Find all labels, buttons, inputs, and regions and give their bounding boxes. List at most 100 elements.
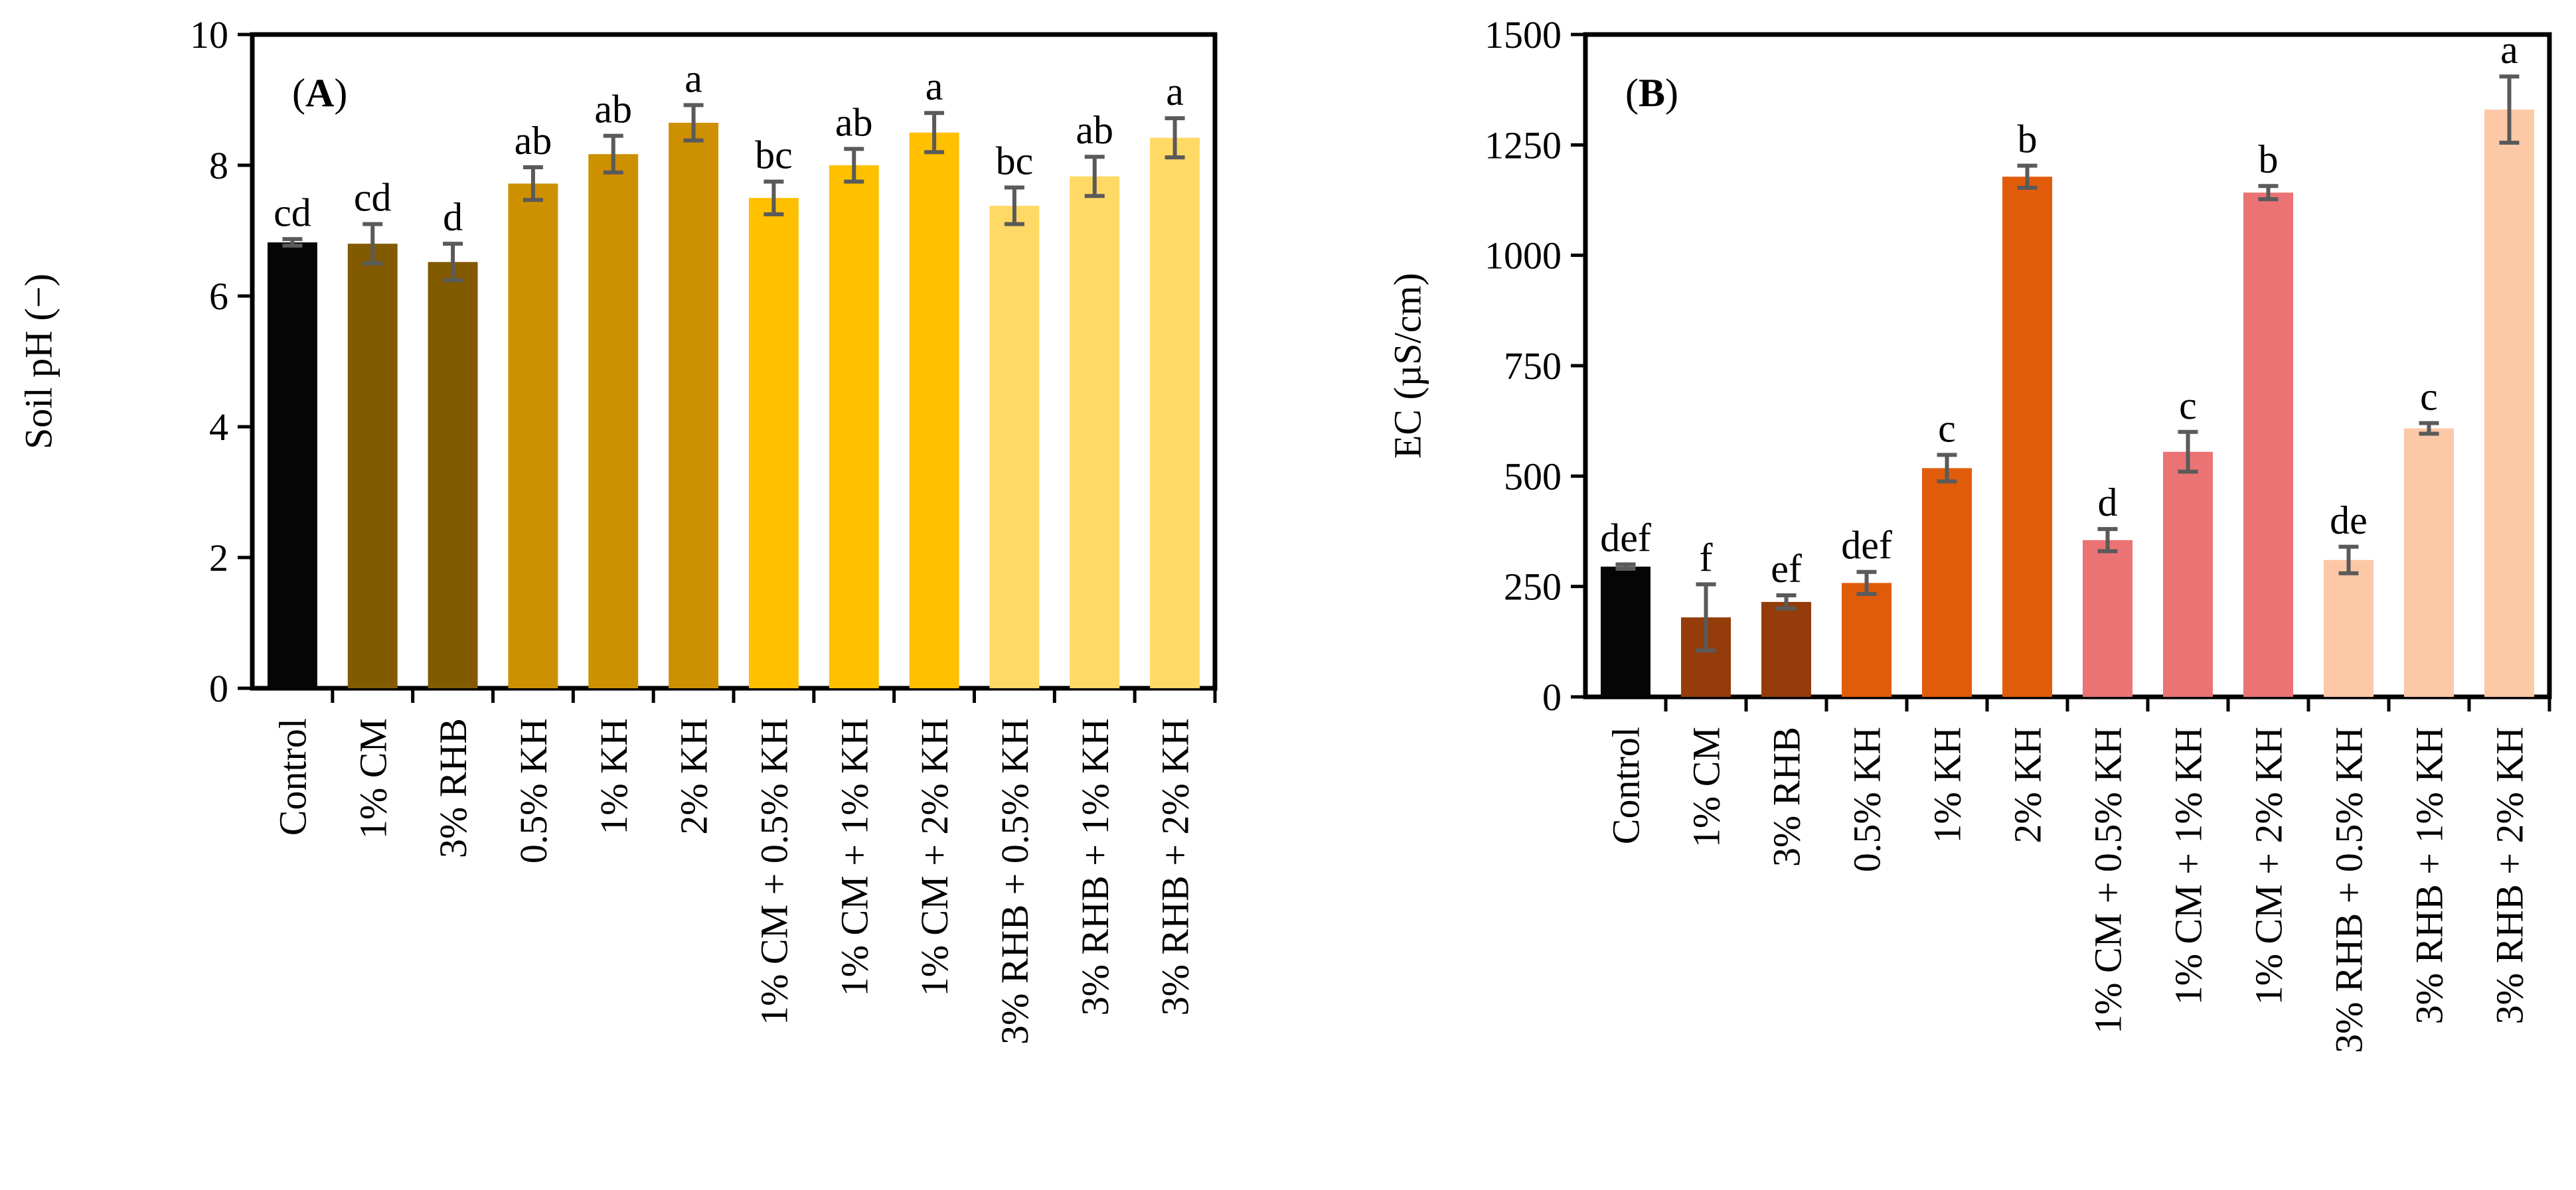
bar-5 bbox=[1921, 468, 1972, 697]
category-label-6: 2% KH bbox=[2006, 727, 2050, 844]
bar-6 bbox=[669, 122, 719, 689]
error-bar-2 bbox=[362, 222, 383, 265]
significance-label-10: bc bbox=[996, 139, 1034, 183]
bar-8 bbox=[2162, 451, 2214, 697]
significance-label-5: c bbox=[1938, 406, 1956, 450]
category-label-2: 1% CM bbox=[351, 718, 394, 839]
significance-label-5: ab bbox=[594, 88, 632, 131]
significance-label-4: def bbox=[1841, 524, 1892, 567]
bar-6 bbox=[2002, 177, 2053, 698]
bar-1 bbox=[267, 242, 317, 689]
bar-11 bbox=[1070, 176, 1120, 688]
y-tick-label: 10 bbox=[190, 13, 228, 56]
significance-label-9: a bbox=[926, 64, 943, 108]
error-bar-5 bbox=[1937, 453, 1957, 484]
significance-label-12: a bbox=[1166, 70, 1184, 113]
error-bar-3 bbox=[443, 242, 463, 283]
error-bar-9 bbox=[2258, 184, 2279, 202]
y-tick-label: 4 bbox=[209, 406, 228, 449]
error-bar-4 bbox=[523, 165, 543, 202]
significance-label-8: ab bbox=[835, 100, 873, 144]
category-label-9: 1% CM + 2% KH bbox=[913, 718, 956, 996]
panel-label: (B) bbox=[1625, 71, 1678, 115]
bar-8 bbox=[829, 165, 879, 688]
significance-label-1: cd bbox=[274, 190, 311, 234]
bar-1 bbox=[1600, 566, 1651, 697]
significance-label-12: a bbox=[2500, 28, 2518, 72]
bar-4 bbox=[508, 183, 558, 689]
y-tick-label: 6 bbox=[209, 275, 228, 318]
bar-11 bbox=[2403, 428, 2455, 697]
y-tick-label: 250 bbox=[1504, 565, 1562, 609]
category-label-9: 1% CM + 2% KH bbox=[2247, 727, 2291, 1005]
error-bar-6 bbox=[683, 103, 704, 143]
category-label-1: Control bbox=[1605, 727, 1648, 844]
error-bar-11 bbox=[2419, 421, 2439, 436]
error-bar-9 bbox=[924, 111, 945, 155]
category-label-6: 2% KH bbox=[673, 718, 716, 835]
category-label-10: 3% RHB + 0.5% KH bbox=[993, 718, 1036, 1045]
bar-9 bbox=[909, 132, 959, 688]
bar-10 bbox=[2323, 559, 2374, 697]
category-label-11: 3% RHB + 1% KH bbox=[2408, 727, 2451, 1024]
error-bar-6 bbox=[2017, 163, 2038, 190]
significance-label-3: ef bbox=[1771, 547, 1802, 591]
error-bar-4 bbox=[1856, 569, 1877, 596]
y-tick-label: 2 bbox=[209, 536, 228, 579]
category-label-7: 1% CM + 0.5% KH bbox=[2087, 727, 2130, 1034]
category-label-12: 3% RHB + 2% KH bbox=[1154, 718, 1197, 1015]
bar-3 bbox=[1761, 601, 1812, 697]
category-label-3: 3% RHB bbox=[432, 718, 475, 858]
category-label-10: 3% RHB + 0.5% KH bbox=[2328, 727, 2371, 1053]
significance-label-7: d bbox=[2098, 481, 2118, 524]
category-label-2: 1% CM bbox=[1685, 727, 1728, 848]
error-bar-2 bbox=[1696, 582, 1716, 653]
significance-label-3: d bbox=[443, 195, 463, 239]
y-tick-label: 0 bbox=[209, 667, 228, 710]
y-axis-title: EC (µS/cm) bbox=[1386, 273, 1429, 459]
significance-label-10: de bbox=[2330, 498, 2368, 542]
significance-label-6: a bbox=[684, 56, 702, 100]
bar-2 bbox=[347, 244, 398, 688]
significance-label-11: c bbox=[2420, 374, 2438, 418]
bar-9 bbox=[2243, 192, 2294, 697]
error-bar-1 bbox=[1615, 562, 1636, 571]
category-label-5: 1% KH bbox=[1926, 727, 1969, 844]
significance-label-2: cd bbox=[354, 176, 392, 220]
error-bar-8 bbox=[844, 147, 864, 184]
significance-label-6: b bbox=[2018, 117, 2038, 161]
significance-label-11: ab bbox=[1076, 108, 1113, 152]
panel-label: (A) bbox=[292, 71, 347, 115]
error-bar-5 bbox=[603, 133, 623, 175]
bar-4 bbox=[1841, 583, 1892, 697]
bar-3 bbox=[428, 261, 478, 688]
category-label-12: 3% RHB + 2% KH bbox=[2488, 727, 2532, 1024]
error-bar-7 bbox=[2097, 527, 2118, 554]
error-bar-7 bbox=[764, 179, 784, 216]
y-tick-label: 1250 bbox=[1485, 123, 1562, 167]
y-axis-title: Soil pH (−) bbox=[17, 273, 60, 449]
category-label-3: 3% RHB bbox=[1765, 727, 1809, 867]
significance-label-1: def bbox=[1600, 516, 1651, 559]
bar-5 bbox=[588, 154, 639, 688]
bar-12 bbox=[2484, 110, 2535, 697]
chart-panel-A: 0 2 4 6 8 10 Soil pH (−) (A) cd Control cd 1% CM d 3%… bbox=[17, 13, 1218, 1045]
bar-7 bbox=[748, 198, 799, 688]
category-label-5: 1% KH bbox=[592, 718, 635, 835]
error-bar-10 bbox=[2338, 544, 2359, 575]
error-bar-12 bbox=[1165, 116, 1185, 160]
error-bar-8 bbox=[2178, 429, 2198, 474]
category-label-8: 1% CM + 1% KH bbox=[833, 718, 876, 996]
category-label-4: 0.5% KH bbox=[512, 718, 555, 863]
significance-label-8: c bbox=[2179, 384, 2197, 427]
bar-10 bbox=[989, 206, 1040, 688]
y-tick-label: 500 bbox=[1504, 455, 1562, 498]
error-bar-10 bbox=[1004, 185, 1024, 226]
category-label-7: 1% CM + 0.5% KH bbox=[752, 718, 795, 1025]
significance-label-4: ab bbox=[515, 119, 552, 163]
bar-7 bbox=[2082, 540, 2133, 697]
error-bar-11 bbox=[1084, 155, 1105, 198]
